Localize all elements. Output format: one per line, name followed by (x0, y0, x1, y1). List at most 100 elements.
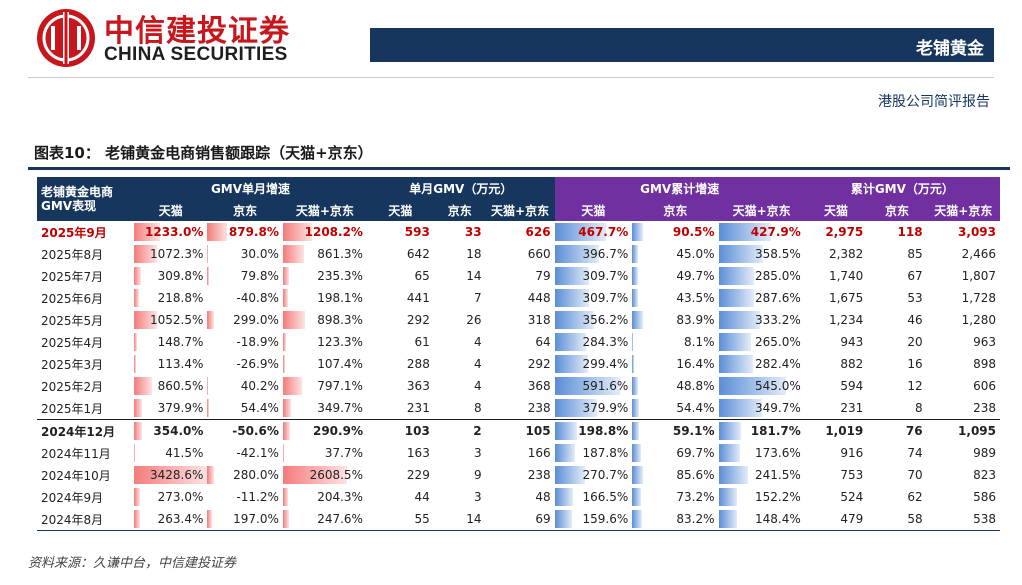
monthly-growth-cell: 349.7% (282, 397, 367, 420)
cumulative-growth-cell: 8.1% (632, 331, 718, 353)
cumulative-gmv-cell: 53 (907, 291, 923, 305)
growth-databar (282, 355, 286, 373)
cell-value: 43.5% (676, 291, 715, 305)
cumulative-gmv-cell: 1,234 (828, 313, 864, 327)
growth-databar (207, 267, 210, 285)
growth-databar (632, 488, 642, 506)
cumulative-gmv-cell: 2,382 (828, 247, 864, 261)
cell-value: 467.7% (578, 225, 629, 239)
column-header: 天猫+京东 (718, 199, 805, 221)
growth-databar (282, 223, 313, 241)
cumulative-gmv-cell: 1,807 (961, 269, 996, 283)
monthly-growth-cell: -42.1% (207, 442, 282, 464)
monthly-gmv-cell: 292 (527, 357, 551, 371)
row-date: 2025年3月 (41, 357, 104, 372)
cell-value: 1208.2% (304, 225, 363, 239)
cell-value: 166.5% (582, 490, 629, 504)
cell-value: 45.0% (676, 247, 715, 261)
cell-value: 263.4% (157, 512, 204, 526)
table-row: 2025年6月 218.8% -40.8% 198.1% 441 7 448 309.7% 43… (37, 287, 1000, 309)
column-header: 天猫+京东 (485, 199, 555, 221)
cumulative-growth-cell: 287.6% (718, 287, 805, 309)
growth-databar (207, 510, 212, 528)
cumulative-gmv-cell: 606 (973, 379, 996, 393)
cell-value: 309.8% (157, 269, 204, 283)
report-type: 港股公司简评报告 (878, 94, 990, 110)
cumulative-growth-cell: 270.7% (554, 464, 633, 486)
table-row: 2025年2月 860.5% 40.2% 797.1% 363 4 368 591.6% 48.… (37, 375, 1000, 397)
gmv-tracking-table: 老铺黄金电商 GMV表现 GMV单月增速 单月GMV（万元） GMV累计增速 累… (37, 177, 1000, 531)
growth-databar (282, 510, 289, 528)
cell-value: 241.5% (755, 468, 801, 482)
cumulative-growth-cell: 358.5% (718, 243, 805, 265)
monthly-gmv-cell: 4 (473, 379, 482, 393)
cumulative-growth-cell: 396.7% (554, 243, 633, 265)
cell-value: 69.7% (676, 446, 715, 460)
cell-value: 265.0% (755, 335, 801, 349)
growth-databar (282, 267, 289, 285)
group-header: GMV累计增速 (554, 177, 805, 199)
monthly-growth-cell: 30.0% (207, 243, 282, 265)
monthly-gmv-cell: 2 (433, 419, 486, 442)
growth-databar (632, 510, 643, 528)
cumulative-gmv-cell: 1,728 (961, 291, 996, 305)
cumulative-gmv-cell: 118 (897, 225, 923, 239)
row-date: 2024年8月 (37, 508, 135, 531)
column-header: 天猫 (554, 199, 633, 221)
monthly-gmv-cell: 448 (527, 291, 551, 305)
growth-databar (718, 466, 749, 484)
monthly-growth-cell: 41.5% (134, 442, 207, 464)
monthly-gmv-cell: 44 (414, 490, 430, 504)
cell-value: 591.6% (582, 379, 629, 393)
cell-value: 198.1% (317, 291, 363, 305)
monthly-growth-cell: 354.0% (134, 419, 208, 442)
cell-value: 349.7% (755, 401, 801, 415)
column-header: 天猫 (366, 199, 434, 221)
cumulative-growth-cell: 85.6% (632, 464, 718, 486)
monthly-growth-cell: 107.4% (282, 353, 367, 375)
row-date: 2025年6月 (41, 291, 104, 306)
table-row: 2024年12月 354.0% -50.6% 290.9% 103 2 105 198.8% 5… (37, 419, 1000, 442)
growth-databar (718, 245, 763, 263)
cumulative-growth-cell: 54.4% (632, 397, 718, 420)
row-date: 2025年8月 (41, 247, 104, 262)
cell-value: -40.8% (236, 291, 279, 305)
growth-databar (282, 333, 286, 351)
cell-value: 2608.5% (309, 468, 363, 482)
cumulative-growth-cell: 187.8% (554, 442, 633, 464)
brand-name-cn: 中信建投证券 (104, 14, 290, 49)
monthly-growth-cell: 204.3% (282, 486, 367, 508)
growth-databar (554, 223, 607, 241)
cell-value: -11.2% (236, 490, 279, 504)
growth-databar (632, 355, 635, 373)
cumulative-growth-cell: 45.0% (632, 243, 718, 265)
growth-databar (282, 311, 305, 329)
monthly-growth-cell: 299.0% (207, 309, 282, 331)
table-row: 2024年11月 41.5% -42.1% 37.7% 163 3 166 187.8% 69.… (37, 442, 1000, 464)
cell-value: 860.5% (157, 379, 204, 393)
cell-value: 284.3% (582, 335, 629, 349)
cumulative-gmv-cell: 898 (973, 357, 996, 371)
monthly-gmv-cell: 8 (473, 401, 482, 415)
cumulative-growth-cell: 159.6% (554, 508, 633, 531)
cumulative-gmv-cell: 916 (840, 446, 864, 460)
growth-databar (207, 311, 214, 329)
cell-value: 83.2% (676, 512, 715, 526)
growth-databar (207, 223, 227, 241)
cumulative-growth-cell: 467.7% (554, 221, 633, 243)
monthly-gmv-cell: 363 (406, 379, 430, 393)
monthly-gmv-cell: 55 (366, 508, 434, 531)
growth-databar (718, 223, 772, 241)
monthly-growth-cell: 218.8% (134, 287, 207, 309)
cell-value: 290.9% (312, 424, 363, 438)
cumulative-growth-cell: 309.7% (554, 265, 633, 287)
monthly-growth-cell: 2608.5% (282, 464, 367, 486)
cell-value: 1052.5% (149, 313, 204, 327)
cell-value: 85.6% (676, 468, 715, 482)
monthly-growth-cell: 879.8% (207, 221, 282, 243)
monthly-gmv-cell: 65 (414, 269, 430, 283)
cumulative-gmv-cell: 3,093 (958, 225, 996, 239)
cell-value: 299.0% (233, 313, 279, 327)
growth-databar (718, 289, 754, 307)
growth-databar (554, 444, 576, 462)
